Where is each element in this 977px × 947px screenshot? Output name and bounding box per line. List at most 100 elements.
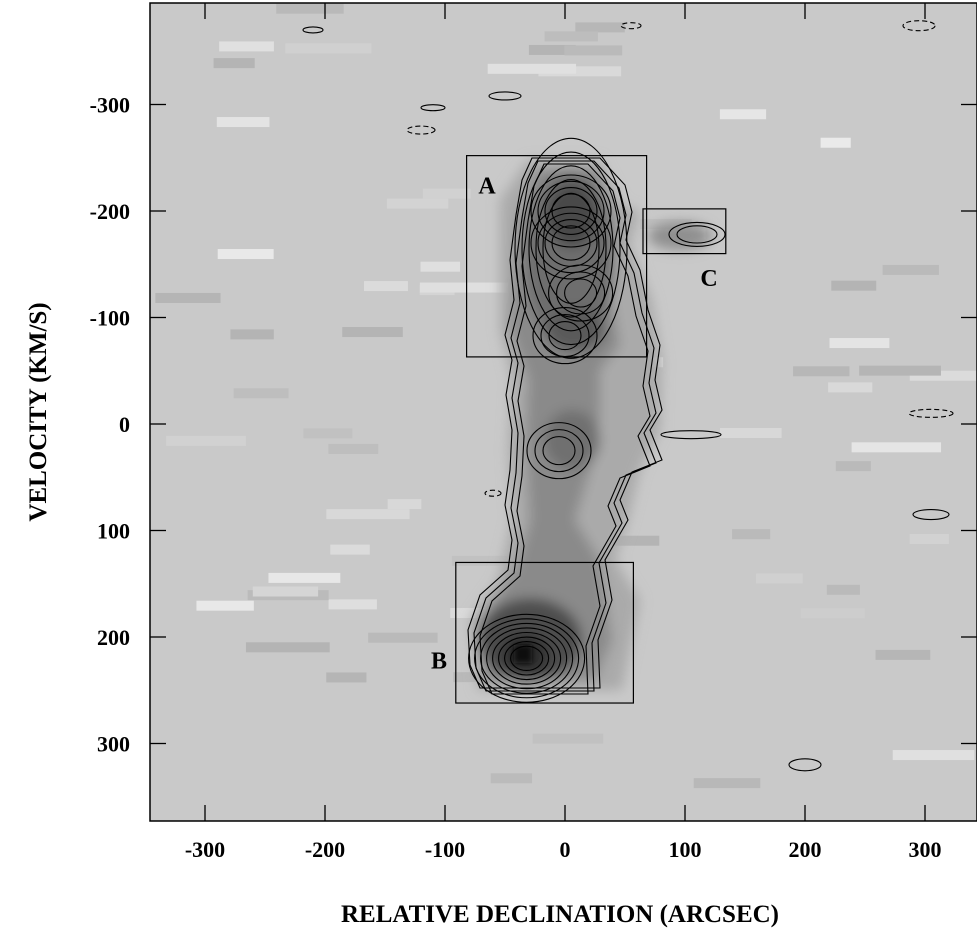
noise-streak [720, 427, 782, 438]
y-axis: -300 -200 -100 0 100 200 300 [90, 93, 977, 757]
noise-streak [213, 58, 255, 69]
plot-frame [149, 2, 977, 822]
region-label-b: B [431, 648, 447, 674]
noise-streak [303, 428, 353, 439]
contour-b-5 [498, 636, 556, 681]
noise-contour [908, 408, 954, 418]
noise-streak [276, 3, 344, 14]
noise-streak [538, 66, 622, 77]
region-boxes: A B C [431, 155, 727, 704]
noise-contour [406, 125, 436, 135]
contour-peak-4-2 [542, 436, 576, 466]
contour-a-peak-2 [544, 187, 598, 235]
contour-b-6 [504, 641, 550, 676]
x-tick-label: -100 [425, 837, 465, 862]
contour-column-1 [473, 160, 657, 692]
y-tick-label: 300 [97, 732, 130, 757]
noise-streak [245, 642, 330, 653]
y-axis-title: VELOCITY (KM/S) [25, 302, 52, 521]
noise-streak [230, 329, 274, 340]
noise-streak [909, 534, 949, 545]
noise-streak [233, 388, 289, 399]
noise-streak [875, 649, 931, 660]
noise-streak [859, 365, 941, 376]
noise-contour [420, 104, 446, 112]
contour-peak-4-0 [526, 422, 592, 480]
noise-streak [216, 117, 270, 128]
noise-streak [793, 366, 850, 377]
noise-streak [820, 137, 851, 148]
contour-b-4 [492, 631, 562, 685]
contour-b-7 [510, 645, 544, 671]
contour-a-3 [535, 178, 607, 318]
noise-streak [252, 586, 319, 597]
noise-streak [364, 281, 408, 292]
noise-streak [831, 280, 877, 291]
noise-streak [564, 45, 623, 56]
noise-streak [719, 109, 767, 120]
y-tick-label: 200 [97, 625, 130, 650]
contours [302, 20, 954, 772]
noise-streak [826, 584, 860, 595]
contour-peak-3-0 [532, 307, 598, 365]
y-tick-label: 0 [119, 412, 130, 437]
noise-streak [528, 44, 576, 55]
noise-streak [800, 608, 865, 619]
noise-streak [599, 535, 660, 546]
x-tick-label: 200 [789, 837, 822, 862]
x-tick-label: 300 [909, 837, 942, 862]
noise-streak [451, 555, 527, 566]
noise-contour [302, 26, 324, 34]
region-label-c: C [700, 266, 717, 292]
contour-a-0 [514, 137, 628, 359]
noise-streak [217, 249, 274, 260]
noise-contour [902, 20, 936, 32]
noise-streak [387, 499, 422, 510]
noise-streak [330, 544, 370, 555]
contour-b-1 [474, 618, 580, 699]
x-tick-label: 100 [669, 837, 702, 862]
contour-b-0 [468, 613, 586, 703]
noise-streak [285, 43, 372, 54]
noise-streak [196, 600, 254, 611]
noise-streak [420, 261, 461, 272]
contour-a-peak-1 [537, 212, 605, 274]
region-box-c [642, 208, 727, 255]
noise-streak [575, 22, 625, 33]
noise-streak [487, 63, 577, 74]
x-tick-label: -200 [305, 837, 345, 862]
contour-a-2 [528, 165, 614, 332]
noise-streak [368, 632, 438, 643]
noise-streak [532, 733, 604, 744]
noise-streak [544, 31, 598, 42]
contour-a-peak-0 [530, 174, 612, 248]
noise-contour [484, 489, 502, 497]
noise-streak [326, 672, 367, 683]
x-tick-label: -300 [185, 837, 225, 862]
region-box-a [466, 155, 648, 358]
noise-streak [892, 750, 975, 761]
contour-b-2 [480, 622, 574, 694]
emission-core-a-upper [546, 183, 598, 247]
x-axis: -300 -200 -100 0 100 200 300 [185, 3, 942, 862]
contour-peak-4-1 [534, 429, 584, 473]
noise-streak [219, 41, 274, 52]
noise-streak [166, 435, 246, 446]
contour-b-3 [486, 627, 568, 690]
noise-streak [756, 573, 803, 584]
contour-column-2 [479, 163, 651, 695]
noise-contour [488, 91, 522, 101]
y-tick-label: -200 [90, 199, 130, 224]
emission-peak-pixel [514, 645, 532, 663]
x-tick-label: 0 [560, 837, 571, 862]
region-box-b [455, 561, 634, 704]
contour-a-peak-3 [551, 225, 591, 261]
noise-streak [342, 327, 403, 338]
noise-streak [326, 509, 410, 520]
noise-contour [788, 758, 822, 772]
contour-peak-2-2 [564, 278, 598, 308]
noise-streak [851, 442, 942, 453]
contour-c-0 [668, 221, 726, 247]
noise-streak [829, 338, 890, 349]
